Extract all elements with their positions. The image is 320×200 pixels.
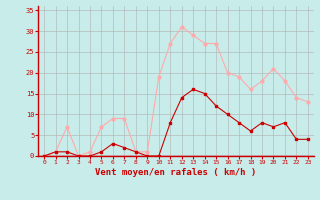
X-axis label: Vent moyen/en rafales ( km/h ): Vent moyen/en rafales ( km/h ) [95, 168, 257, 177]
